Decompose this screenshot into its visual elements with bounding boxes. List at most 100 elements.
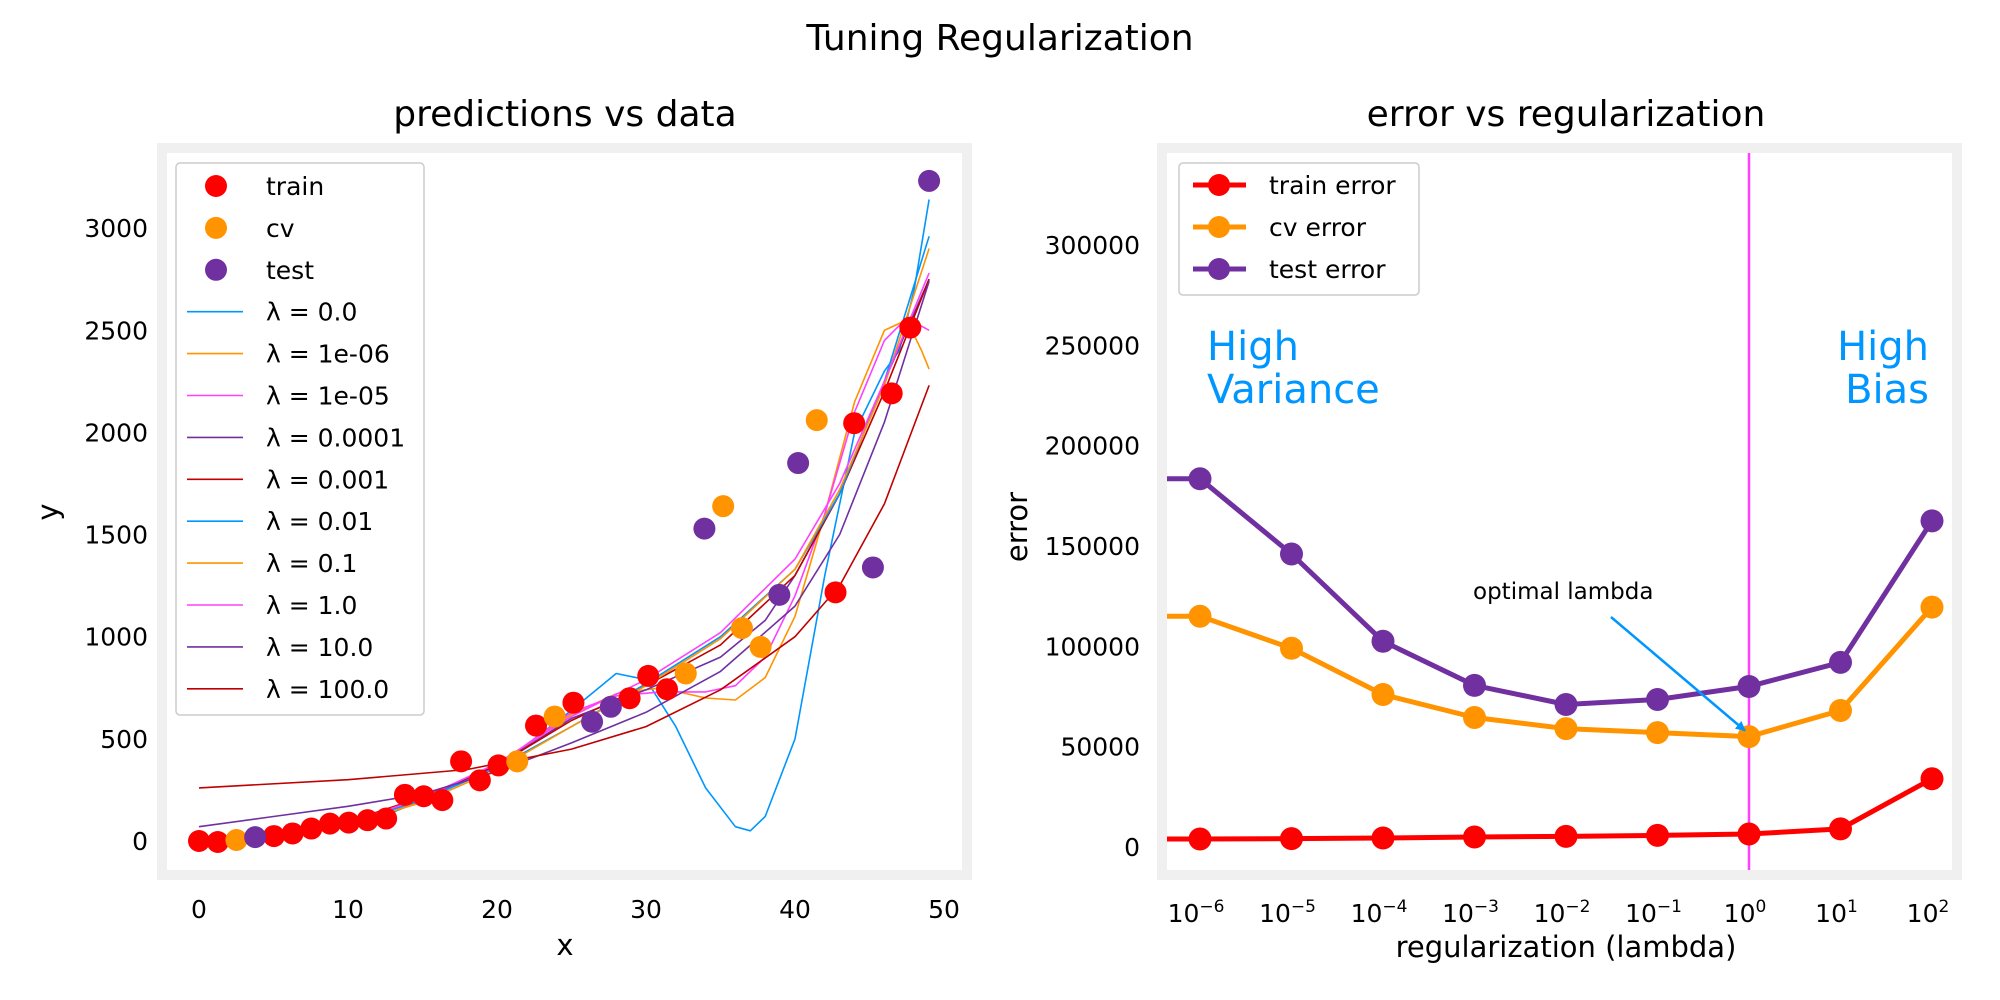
cv-error-point [1554, 717, 1578, 741]
cv-error-point [1463, 706, 1486, 730]
right-x-tick-label: 10−3 [1442, 897, 1499, 928]
right-x-tick-label: 102 [1907, 897, 1950, 928]
cv-error-point [1920, 595, 1944, 619]
right-y-tick-label: 250000 [1045, 331, 1140, 360]
tick-base: 10 [1442, 899, 1474, 928]
tick-exponent: −3 [1474, 897, 1499, 917]
right-x-axis-label: regularization (lambda) [1396, 930, 1737, 964]
left-y-tick-label: 1000 [84, 623, 148, 652]
left-y-tick-label: 500 [100, 725, 148, 754]
train-point [656, 678, 679, 701]
cv-point [543, 705, 566, 728]
train-point [393, 783, 416, 806]
legend-marker-test-error [1208, 258, 1230, 280]
test-point [918, 169, 941, 192]
cv-point [749, 635, 772, 658]
legend-label-test-error: test error [1269, 255, 1386, 284]
train-point [300, 817, 323, 840]
legend-label-lambda-1.0: λ = 1.0 [266, 591, 357, 620]
test-error-point [1371, 629, 1395, 653]
tick-base: 10 [1534, 899, 1566, 928]
cv-point [730, 617, 753, 640]
right-y-tick-label: 0 [1124, 833, 1140, 862]
train-error-point [1188, 827, 1212, 851]
tick-exponent: −6 [1199, 897, 1224, 917]
legend-label-lambda-1e-06: λ = 1e-06 [266, 340, 390, 369]
test-error-point [1737, 674, 1761, 698]
left-x-tick-label: 10 [332, 895, 364, 924]
curve-lambda-100.0 [198, 385, 930, 789]
legend-label-lambda-0.1: λ = 0.1 [266, 549, 357, 578]
left-x-tick-label: 30 [630, 895, 662, 924]
legend-box [175, 162, 425, 716]
tick-base: 10 [1907, 899, 1939, 928]
legend-label-lambda-100.0: λ = 100.0 [266, 675, 389, 704]
train-point [412, 785, 435, 808]
legend-marker-cv [205, 216, 227, 239]
test-point [581, 710, 604, 733]
train-point [824, 581, 847, 604]
tick-exponent: −1 [1657, 897, 1682, 917]
legend-label-lambda-0.01: λ = 0.01 [266, 507, 373, 536]
train-point [637, 664, 660, 687]
left-y-tick-label: 0 [132, 827, 148, 856]
right-y-tick-label: 300000 [1045, 231, 1140, 260]
right-y-tick-label: 150000 [1045, 532, 1140, 561]
train-point [487, 754, 510, 777]
train-error-point [1920, 767, 1944, 791]
test-point [861, 556, 884, 579]
left-y-axis-label: y [31, 503, 65, 520]
right-y-axis-label: error [1000, 492, 1034, 562]
high-variance-line: High [1207, 324, 1299, 370]
train-point [188, 830, 210, 852]
train-point [899, 316, 922, 339]
train-error-point [1737, 822, 1761, 846]
curve-lambda-10.0 [198, 280, 930, 828]
test-point [244, 826, 267, 849]
tick-exponent: 2 [1938, 897, 1949, 917]
legend-marker-cv-error [1208, 216, 1230, 238]
cv-point [225, 828, 248, 851]
train-point [206, 831, 229, 854]
cv-point [674, 662, 697, 685]
right-y-tick-label: 100000 [1045, 632, 1140, 661]
test-point [787, 452, 810, 475]
test-error-point [1280, 542, 1303, 566]
legend-label-lambda-10.0: λ = 10.0 [266, 633, 373, 662]
tick-base: 10 [1351, 899, 1383, 928]
legend-label-train-error: train error [1269, 171, 1396, 200]
high-variance-line: Variance [1207, 367, 1380, 413]
cv-point [712, 495, 735, 518]
left-plot: predictions vs data x y 0 10 20 30 40 5005001… [31, 94, 972, 962]
left-legend: train cv test λ = 0.0 λ = 1e-06 λ = 1e-05 λ = … [175, 162, 425, 716]
high-bias-line: High [1837, 324, 1929, 370]
right-y-tick-label: 50000 [1060, 733, 1140, 762]
line-test-error [1167, 476, 1935, 707]
test-error-point [1554, 693, 1578, 717]
left-x-axis-label: x [556, 928, 573, 962]
cv-error-point [1646, 721, 1669, 745]
cv-error-point [1188, 604, 1212, 628]
legend-label-cv: cv [266, 214, 295, 243]
legend-marker-train-error [1208, 174, 1230, 196]
right-x-tick-label: 101 [1815, 897, 1858, 928]
train-point [375, 807, 398, 830]
train-point [431, 789, 454, 812]
test-error-point [1463, 673, 1486, 697]
cv-point [805, 409, 828, 432]
cv-point [506, 750, 529, 773]
tick-base: 10 [1815, 899, 1847, 928]
train-error-point [1829, 817, 1852, 841]
tick-exponent: 1 [1847, 897, 1858, 917]
optimal-lambda-arrow [1610, 616, 1746, 732]
left-y-tick-label: 2500 [84, 316, 148, 345]
right-plot-title: error vs regularization [1367, 94, 1766, 135]
train-error-point [1554, 824, 1578, 848]
right-x-tick-label: 10−2 [1534, 897, 1591, 928]
train-point [281, 822, 304, 845]
test-point [768, 583, 791, 606]
test-error-point [1646, 687, 1669, 711]
train-point [262, 825, 285, 848]
legend-label-lambda-0.0001: λ = 0.0001 [266, 423, 405, 452]
train-point [468, 769, 491, 792]
